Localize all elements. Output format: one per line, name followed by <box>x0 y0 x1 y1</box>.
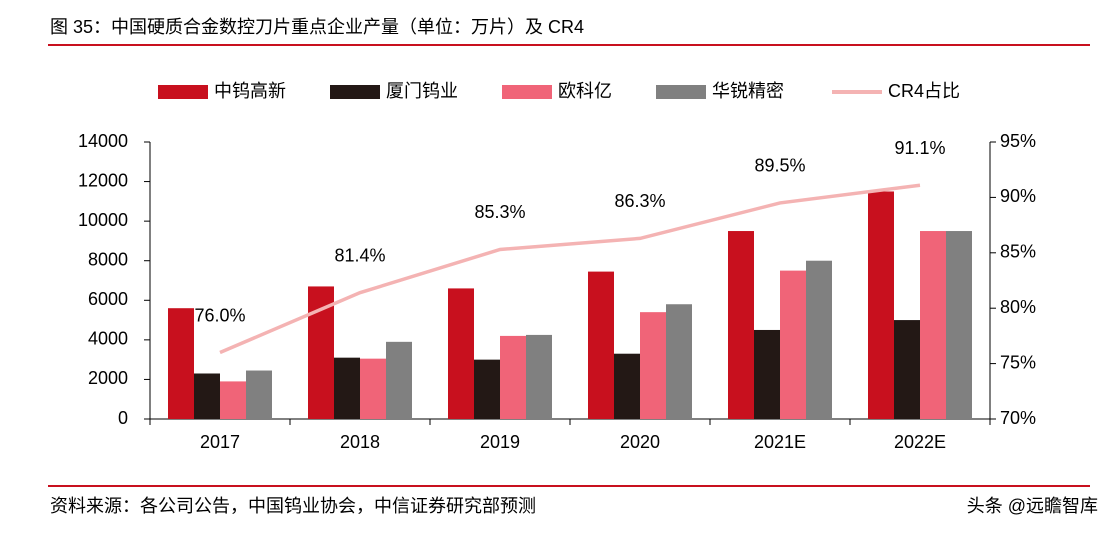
bar <box>588 271 614 419</box>
bar <box>640 312 666 419</box>
x-tick-label: 2018 <box>340 432 380 452</box>
bar <box>500 335 526 419</box>
bar <box>806 260 832 419</box>
watermark: 头条 @远瞻智库 <box>967 496 1098 516</box>
y2-tick-label: 95% <box>1000 131 1036 151</box>
bar <box>474 359 500 419</box>
y-tick-label: 6000 <box>88 289 128 309</box>
y-tick-label: 12000 <box>78 170 128 190</box>
bar <box>894 320 920 419</box>
legend-label: 中钨高新 <box>214 81 286 101</box>
bar <box>360 358 386 419</box>
y2-tick-label: 75% <box>1000 352 1036 372</box>
y-tick-label: 4000 <box>88 329 128 349</box>
bar <box>754 329 780 419</box>
source-note: 资料来源：各公司公告，中国钨业协会，中信证券研究部预测 <box>50 496 536 516</box>
legend-swatch <box>158 85 208 99</box>
bar <box>220 381 246 419</box>
x-tick-label: 2017 <box>200 432 240 452</box>
bar <box>780 270 806 419</box>
legend-swatch <box>656 85 706 99</box>
bar <box>334 357 360 419</box>
data-label: 86.3% <box>614 191 665 211</box>
chart-title: 图 35：中国硬质合金数控刀片重点企业产量（单位：万片）及 CR4 <box>50 17 584 37</box>
x-tick-label: 2021E <box>754 432 806 452</box>
bar <box>448 288 474 419</box>
cr4-line <box>219 183 921 355</box>
data-label: 81.4% <box>334 245 385 265</box>
y2-tick-label: 80% <box>1000 297 1036 317</box>
x-tick-label: 2020 <box>620 432 660 452</box>
data-label: 76.0% <box>194 305 245 325</box>
bar <box>386 341 412 419</box>
data-label: 89.5% <box>754 156 805 176</box>
x-tick-label: 2019 <box>480 432 520 452</box>
y2-tick-label: 85% <box>1000 242 1036 262</box>
bar <box>614 353 640 419</box>
bar <box>728 231 754 419</box>
bar <box>946 231 972 419</box>
y-tick-label: 2000 <box>88 368 128 388</box>
legend-label: 厦门钨业 <box>386 81 458 101</box>
y2-tick-label: 70% <box>1000 408 1036 428</box>
x-tick-label: 2022E <box>894 432 946 452</box>
legend-swatch <box>330 85 380 99</box>
y2-tick-label: 90% <box>1000 186 1036 206</box>
bar <box>194 373 220 419</box>
bar <box>868 191 894 419</box>
bar <box>526 334 552 419</box>
bar <box>168 308 194 419</box>
y-tick-label: 0 <box>118 408 128 428</box>
bar <box>666 304 692 419</box>
legend-swatch <box>502 85 552 99</box>
data-label: 85.3% <box>474 202 525 222</box>
y-tick-label: 8000 <box>88 249 128 269</box>
bar <box>246 370 272 419</box>
data-label: 91.1% <box>894 138 945 158</box>
legend-label: 华锐精密 <box>712 81 784 101</box>
legend-label: CR4占比 <box>888 81 960 101</box>
bar <box>920 231 946 419</box>
legend-label: 欧科亿 <box>558 81 612 101</box>
y-tick-label: 14000 <box>78 131 128 151</box>
y-tick-label: 10000 <box>78 210 128 230</box>
